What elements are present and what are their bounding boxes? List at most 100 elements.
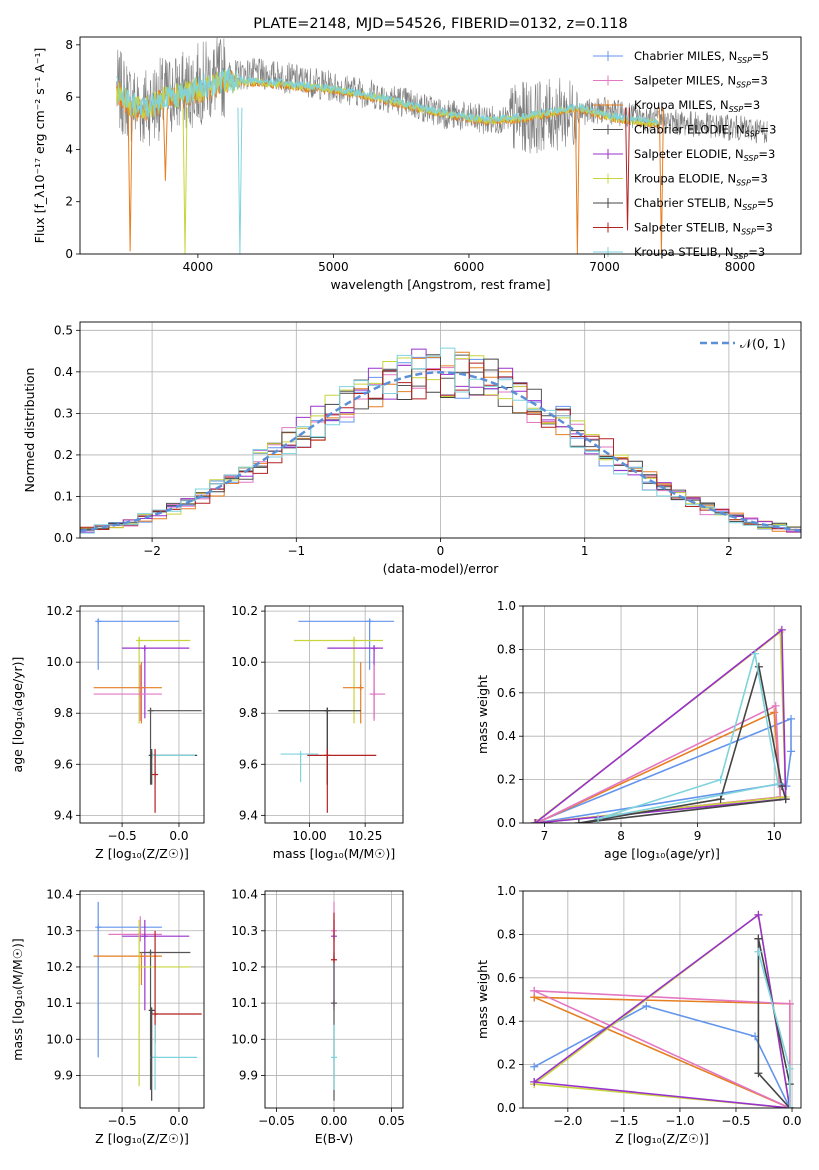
panel-residuals: 𝒩(0, 1) −2 −1 0 1 2 0.0 0.1 0.2 0.3 0.4 0.5 (data-mo… (22, 321, 802, 576)
y-tick-label: 10.2 (46, 960, 73, 974)
x-tick-label: −1.0 (665, 1114, 694, 1128)
errorbar-point (152, 752, 195, 785)
x-axis-label: mass [log₁₀(M/M☉)] (273, 846, 395, 861)
point-marker (331, 1054, 337, 1061)
errorbar-point (293, 636, 383, 724)
legend-nssp-sub: SSP (729, 105, 744, 114)
series-marker (754, 947, 763, 956)
axes-frame (522, 890, 802, 1109)
y-tick-label: 0.1 (54, 489, 73, 503)
panel-mass-vs-Z: −0.5 0.0 9.9 10.0 10.1 10.2 10.3 10.4 Z [log₁₀(Z… (10, 888, 205, 1146)
y-tick-label: 2 (65, 195, 73, 209)
point-marker (324, 752, 331, 759)
point-marker (324, 707, 331, 714)
series-line (757, 938, 791, 1108)
y-tick-label: 1.0 (497, 599, 516, 613)
grid (523, 891, 801, 1108)
legend-series-name: Kroupa ELODIE (634, 172, 720, 186)
errorbar-point (148, 1007, 155, 1101)
series-marker (781, 795, 790, 804)
panel-massweight-vs-age: 7 8 9 10 0.0 0.2 0.4 0.6 0.8 1.0 age [log₁₀(age/yr… (475, 599, 802, 861)
y-tick-label: 0 (65, 247, 73, 261)
y-tick-label: 10.4 (46, 888, 73, 902)
absorption-dip (182, 107, 188, 254)
errorbar-point (122, 645, 190, 719)
grid (523, 606, 801, 823)
errorbar-point (152, 748, 159, 813)
panel-age-vs-mass: 10.00 10.25 9.4 9.6 9.8 10.0 10.2 mass [log₁₀(M… (231, 604, 404, 861)
gaussian-curve (80, 371, 801, 532)
residual-histogram-step (80, 362, 801, 530)
y-tick-label: 10.2 (231, 604, 258, 618)
x-tick-label: −0.5 (108, 1114, 137, 1128)
legend-nssp-value: 3 (760, 172, 767, 186)
x-tick-label: 0.0 (169, 1114, 188, 1128)
mass-weight-series (530, 910, 794, 1108)
y-tick-label: 10.3 (46, 924, 73, 938)
legend-nssp-prefix: , N (726, 196, 742, 210)
y-tick-label: 9.9 (239, 1068, 258, 1082)
x-axis-label: E(B-V) (315, 1131, 354, 1146)
x-tick-label: 0.0 (169, 829, 188, 843)
errorbar-point (93, 952, 162, 986)
legend-nssp-sub: SSP (736, 81, 751, 90)
legend-series-name: Salpeter MILES (634, 74, 720, 88)
series-marker (754, 662, 763, 671)
legend-nssp-eq: = (751, 172, 761, 186)
series-marker (785, 999, 794, 1008)
series-line (757, 951, 791, 1108)
legend-nssp-value: 3 (753, 98, 760, 112)
errorbar-point (136, 919, 191, 1087)
grid (265, 606, 403, 823)
x-tick-label: 7 (541, 829, 549, 843)
series-marker (754, 1069, 763, 1078)
legend-series-name: Chabrier MILES (634, 49, 721, 63)
series-marker (530, 986, 539, 995)
errorbar-point (147, 707, 202, 785)
y-tick-label: 0.0 (497, 1101, 516, 1115)
residual-histogram-step (80, 354, 801, 531)
y-tick-label: 0.2 (497, 773, 516, 787)
absorption-dip (625, 107, 631, 231)
x-tick-label: 1 (581, 544, 589, 558)
point-marker (331, 956, 337, 963)
errorbar-point (280, 751, 319, 783)
axes-frame (79, 36, 802, 255)
legend-nssp-eq: = (760, 123, 770, 137)
series-marker (754, 910, 763, 919)
x-tick-label: 2 (725, 544, 733, 558)
y-axis-label: age [log₁₀(age/yr)] (10, 657, 25, 773)
chart-title: PLATE=2148, MJD=54526, FIBERID=0132, z=0… (253, 16, 627, 32)
legend-label: Kroupa MILES, NSSP=3 (634, 98, 760, 114)
x-tick-label: 5000 (318, 260, 349, 274)
y-tick-label: 0.0 (54, 531, 73, 545)
y-tick-label: 0.4 (54, 365, 73, 379)
x-tick-label: −0.05 (258, 1114, 295, 1128)
errorbar-point (278, 707, 361, 785)
legend-nssp-sub: SSP (737, 56, 752, 65)
x-tick-label: −1.5 (609, 1114, 638, 1128)
y-tick-label: 10.2 (46, 604, 73, 618)
point-marker (371, 645, 378, 652)
legend-nssp-eq: = (743, 98, 753, 112)
legend-label: Salpeter STELIB, NSSP=3 (634, 221, 773, 237)
y-tick-label: 10.0 (46, 1032, 73, 1046)
series-marker (785, 1104, 794, 1108)
point-marker (137, 691, 144, 698)
y-tick-label: 10.0 (46, 655, 73, 669)
plot-area (523, 891, 801, 1108)
errorbar-point (95, 618, 179, 670)
plot-area (80, 322, 801, 538)
legend-nssp-sub: SSP (741, 228, 756, 237)
point-marker (141, 933, 148, 940)
point-marker (366, 618, 373, 625)
legend-nssp-prefix: , N (718, 245, 734, 259)
legend-series-name: Salpeter ELODIE (634, 147, 728, 161)
legend-series-name: Chabrier ELODIE (634, 123, 729, 137)
errorbar-point (136, 636, 191, 724)
point-marker (148, 1007, 155, 1014)
y-tick-label: 9.6 (239, 757, 258, 771)
x-tick-label: 9 (694, 829, 702, 843)
errorbar-point (93, 662, 162, 724)
